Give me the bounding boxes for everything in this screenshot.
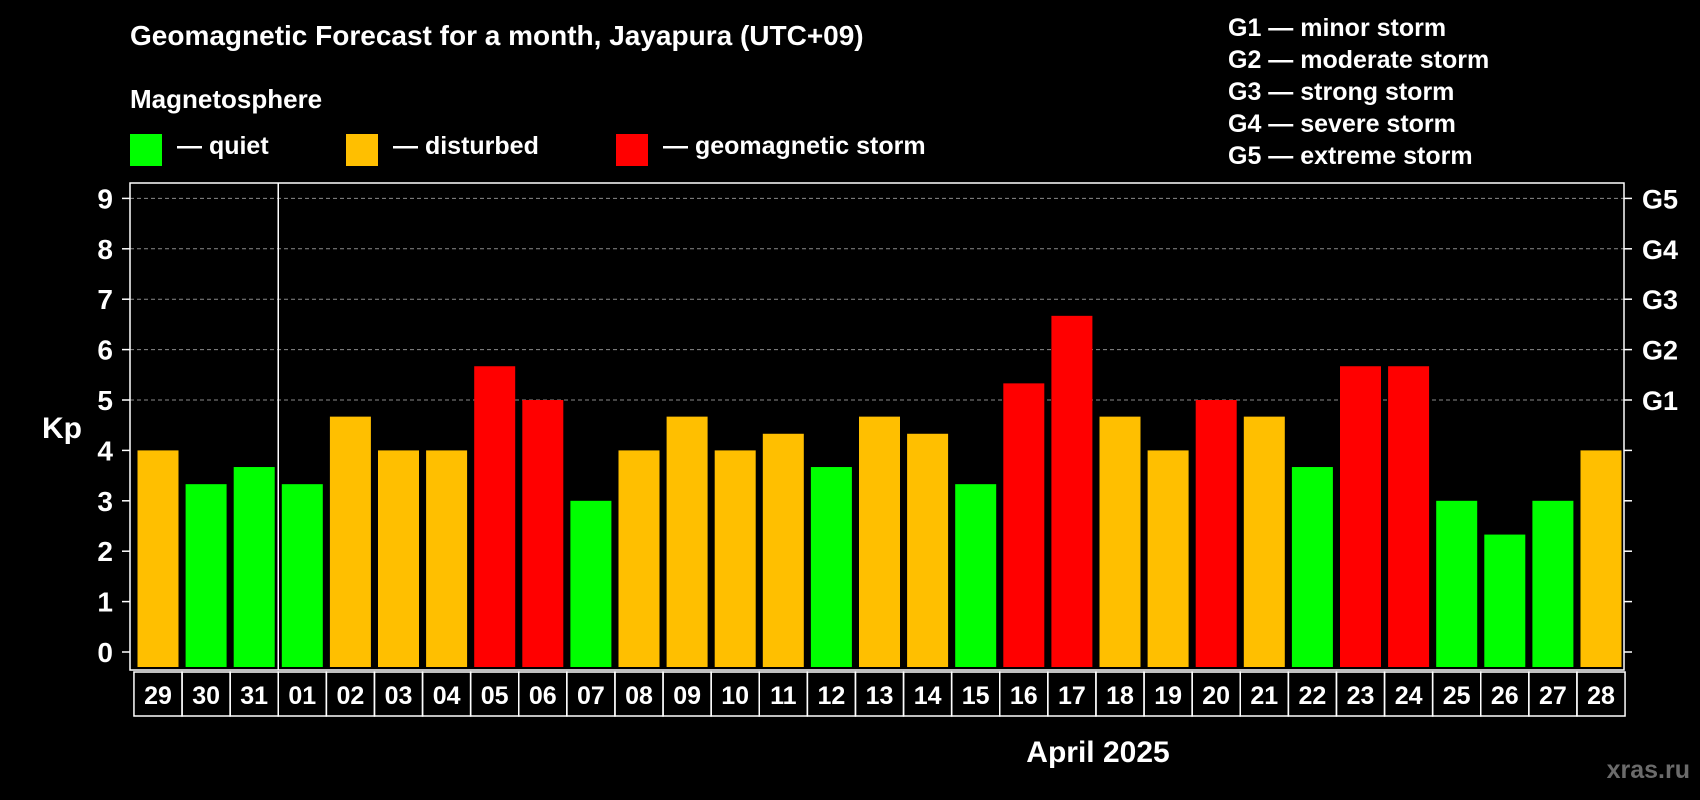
bar-29 [137,450,179,667]
x-tick-label-17: 17 [1058,682,1086,710]
storm-scale-g3: G3 — strong storm [1228,78,1455,106]
x-tick-label-26: 26 [1491,682,1519,710]
bar-27 [1532,500,1574,667]
x-tick-label-24: 24 [1395,682,1423,710]
bar-02 [329,416,371,667]
x-tick-label-15: 15 [962,682,990,710]
x-tick-label-05: 05 [481,682,509,710]
y-tick-label-6: 6 [97,335,113,366]
x-tick-label-30: 30 [192,682,220,710]
legend-disturbed-swatch [346,134,378,166]
watermark: xras.ru [1606,756,1690,784]
y-tick-label-5: 5 [97,385,113,416]
legend-storm-swatch [616,134,648,166]
bar-07 [570,500,612,667]
x-tick-label-07: 07 [577,682,605,710]
y-tick-label-7: 7 [97,284,113,315]
x-tick-label-22: 22 [1298,682,1326,710]
bar-17 [1051,315,1093,667]
bars [137,315,1622,667]
grid-lines [130,197,1624,401]
y-axis-label: Kp [42,412,82,445]
bar-31 [233,467,275,667]
y-tick-label-0: 0 [97,637,113,668]
storm-scale-g1: G1 — minor storm [1228,14,1447,42]
x-tick-label-27: 27 [1539,682,1567,710]
bar-03 [378,450,419,667]
x-tick-label-04: 04 [433,682,461,710]
storm-scale-g4: G4 — severe storm [1228,110,1456,138]
x-tick-label-08: 08 [625,682,653,710]
bar-18 [1099,416,1141,667]
magnetosphere-heading: Magnetosphere [130,84,323,114]
x-tick-label-01: 01 [288,682,316,710]
bar-25 [1436,500,1478,667]
bar-11 [762,433,804,667]
legend-disturbed-label: — disturbed [393,132,539,160]
y-tick-label-8: 8 [97,234,113,265]
bar-08 [618,450,660,667]
bar-09 [666,416,708,667]
x-tick-label-29: 29 [144,682,172,710]
bar-06 [522,400,564,667]
bar-28 [1580,450,1622,667]
x-tick-label-12: 12 [817,682,845,710]
y-tick-label-2: 2 [97,536,113,567]
x-tick-label-31: 31 [240,682,268,710]
x-tick-label-16: 16 [1010,682,1038,710]
x-tick-label-18: 18 [1106,682,1134,710]
plot-frame [129,182,1625,671]
bar-21 [1243,416,1285,667]
bar-12 [810,467,852,667]
x-tick-label-11: 11 [770,682,797,710]
x-tick-label-03: 03 [385,682,413,710]
x-tick-label-06: 06 [529,682,557,710]
y-tick-label-1: 1 [97,587,113,618]
bar-30 [185,484,227,667]
x-tick-label-09: 09 [673,682,701,710]
legend-storm-label: — geomagnetic storm [663,132,926,160]
right-axis-label-G5: G5 [1642,184,1678,214]
y-tick-label-4: 4 [97,435,113,466]
x-tick-label-02: 02 [336,682,364,710]
right-axis-label-G2: G2 [1642,336,1678,366]
x-tick-label-10: 10 [721,682,749,710]
bar-26 [1484,534,1526,667]
bar-22 [1291,467,1333,667]
x-tick-label-13: 13 [866,682,894,710]
bar-15 [955,484,997,667]
bar-19 [1147,450,1189,667]
storm-scale-g2: G2 — moderate storm [1228,46,1490,74]
bar-01 [281,484,323,667]
storm-scale-g5: G5 — extreme storm [1228,142,1473,170]
bar-23 [1340,366,1381,667]
bar-13 [859,416,900,667]
date-box-28 [1576,671,1626,717]
bar-20 [1195,400,1237,667]
legend-quiet-swatch [130,134,162,166]
right-axis-label-G3: G3 [1642,285,1678,315]
x-tick-label-25: 25 [1443,682,1471,710]
bar-16 [1003,383,1045,667]
x-tick-label-21: 21 [1250,682,1278,710]
x-axis-label: April 2025 [1026,736,1170,769]
bar-04 [426,450,468,667]
bar-14 [907,433,949,667]
x-tick-label-19: 19 [1154,682,1182,710]
y-tick-label-3: 3 [97,486,113,517]
bar-05 [474,366,516,667]
y-tick-label-9: 9 [97,183,113,214]
x-tick-label-23: 23 [1347,682,1375,710]
bar-10 [714,450,756,667]
legend-quiet-label: — quiet [177,132,269,160]
x-tick-label-28: 28 [1587,682,1615,710]
right-axis-label-G1: G1 [1642,386,1678,416]
x-tick-label-20: 20 [1202,682,1230,710]
chart-title: Geomagnetic Forecast for a month, Jayapu… [130,20,864,51]
right-axis-label-G4: G4 [1642,235,1678,265]
bar-24 [1388,366,1430,667]
x-tick-label-14: 14 [914,682,942,710]
